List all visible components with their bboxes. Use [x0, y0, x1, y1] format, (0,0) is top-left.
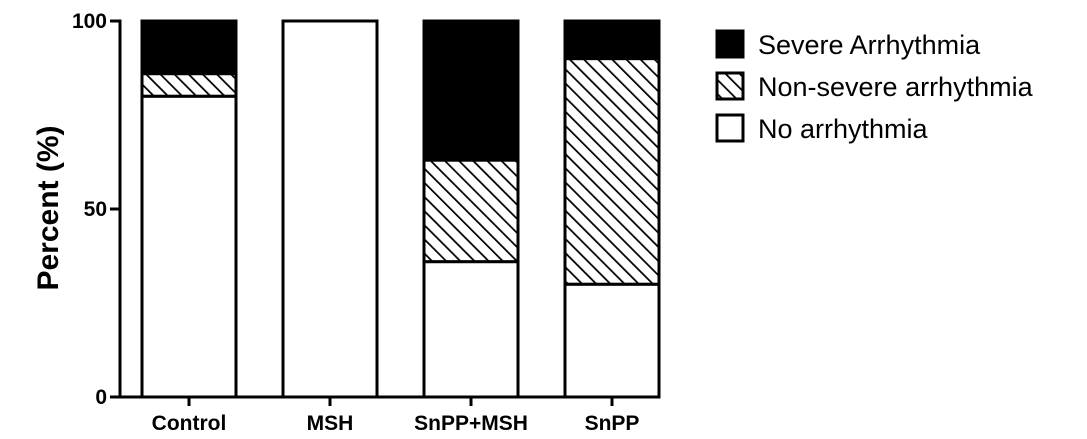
x-tick-label: MSH: [307, 412, 354, 435]
legend-swatch-no-arrhythmia: [715, 113, 745, 143]
y-tick-label: 100: [72, 10, 107, 33]
bar-msh-no-arrhythmia: [281, 19, 379, 399]
bar-snpp-no-arrhythmia: [563, 282, 661, 399]
bar-snpp-msh-no-arrhythmia: [422, 260, 520, 399]
y-tick-label: 0: [95, 386, 107, 409]
legend-label-non-severe-arrhythmia: Non-severe arrhythmia: [758, 72, 1034, 102]
y-axis-title: Percent (%): [32, 125, 65, 290]
legend-swatch-severe-arrhythmia: [715, 29, 745, 59]
y-tick-label: 50: [84, 198, 107, 221]
bar-snpp-msh-severe-arrhythmia: [422, 19, 520, 162]
legend: Severe Arrhythmia Non-severe arrhythmia No…: [715, 29, 1034, 144]
x-tick-label: Control: [152, 412, 227, 435]
legend-label-no-arrhythmia: No arrhythmia: [758, 114, 929, 144]
x-tick-label: SnPP+MSH: [414, 412, 528, 435]
bar-control-non-severe-arrhythmia: [140, 72, 238, 98]
bar-snpp-severe-arrhythmia: [563, 19, 661, 61]
bar-snpp-non-severe-arrhythmia: [563, 57, 661, 286]
bar-control-severe-arrhythmia: [140, 19, 238, 76]
bar-snpp-msh-non-severe-arrhythmia: [422, 158, 520, 264]
legend-swatch-non-severe-arrhythmia: [715, 71, 745, 101]
bars: Control MSH SnPP+MSH SnPP: [140, 19, 661, 435]
legend-label-severe-arrhythmia: Severe Arrhythmia: [758, 30, 981, 60]
x-tick-label: SnPP: [585, 412, 640, 435]
bar-control-no-arrhythmia: [140, 94, 238, 399]
